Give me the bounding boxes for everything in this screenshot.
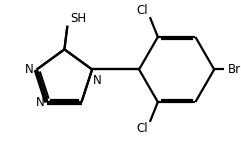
Text: Br: Br [228, 63, 241, 76]
Text: Cl: Cl [137, 4, 148, 17]
Text: N: N [25, 63, 34, 76]
Text: SH: SH [70, 12, 86, 25]
Text: N: N [93, 74, 102, 87]
Text: N: N [36, 95, 45, 108]
Text: Cl: Cl [137, 122, 148, 135]
